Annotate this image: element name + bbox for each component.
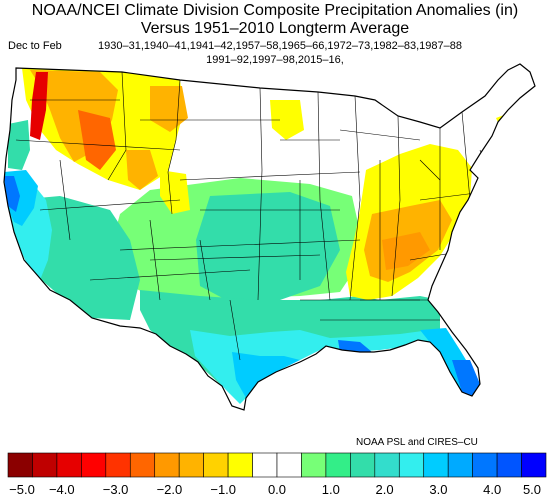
colorbar-swatch <box>105 452 131 478</box>
tennessee-core-dry-region <box>382 232 430 270</box>
division-boundary <box>89 269 251 281</box>
colorbar-swatch <box>350 452 376 478</box>
division-boundary <box>15 139 181 151</box>
idaho-dry-region <box>78 110 116 170</box>
division-boundary <box>317 91 331 301</box>
minnesota-dry-region <box>270 100 304 140</box>
colorbar-swatch <box>301 452 327 478</box>
division-boundary <box>419 159 441 181</box>
colorbar-swatch <box>32 452 58 478</box>
colorbar-tick-label: −5.0 <box>9 482 35 497</box>
data-credit: NOAA PSL and CIRES–CU <box>356 437 478 448</box>
map-title: NOAA/NCEI Climate Division Composite Pre… <box>31 2 519 19</box>
oregon-coast-wet-region <box>8 120 30 170</box>
colorbar-tick-label: −4.0 <box>49 482 75 497</box>
cascade-very-dry-region <box>30 72 48 140</box>
colorbar-tick-label: 4.0 <box>483 482 501 497</box>
colorbar-tick-label: 2.0 <box>376 482 394 497</box>
utah-dry-region <box>126 150 158 190</box>
division-boundary <box>391 115 401 297</box>
colorbar-swatch <box>227 452 253 478</box>
colorbar-tick-label: 3.0 <box>429 482 447 497</box>
colorbar-swatch <box>81 452 107 478</box>
colorbar-swatch <box>374 452 400 478</box>
colorbar-swatch <box>423 452 449 478</box>
composite-years-line2: 1991–92,1997–98,2015–16, <box>206 54 344 66</box>
florida-south-wet-region <box>452 360 480 396</box>
composite-years-line1: 1930–31,1940–41,1941–42,1957–58,1965–66,… <box>98 40 462 52</box>
season-label: Dec to Feb <box>8 40 62 52</box>
colorbar-swatch <box>203 452 229 478</box>
division-boundary <box>461 111 471 201</box>
division-boundary <box>229 299 241 361</box>
colorbar-swatch <box>178 452 204 478</box>
division-boundary <box>149 254 321 261</box>
colorbar-swatch <box>252 452 278 478</box>
colorbar-swatch <box>154 452 180 478</box>
us-precip-anomaly-map <box>3 63 536 411</box>
colorbar-tick-label: −1.0 <box>210 482 236 497</box>
colorbar-swatch <box>7 452 33 478</box>
colorbar-swatch <box>521 452 547 478</box>
texas-coast-wet-region <box>232 352 300 398</box>
colorbar-swatch <box>472 452 498 478</box>
division-boundary <box>119 239 361 251</box>
climate-division-boundaries <box>15 71 501 361</box>
colorbar-swatch <box>496 452 522 478</box>
colorbar-tick-label: 0.0 <box>268 482 286 497</box>
map-subtitle: Versus 1951–2010 Longterm Average <box>140 20 410 37</box>
division-boundary <box>349 95 361 301</box>
division-boundary <box>199 239 211 301</box>
colorbar-swatch <box>56 452 82 478</box>
division-boundary <box>167 79 181 215</box>
colorbar-tick-label: −3.0 <box>103 482 129 497</box>
colorbar-swatch <box>447 452 473 478</box>
colorbar-swatch <box>129 452 156 478</box>
colorbar-swatch <box>276 452 302 478</box>
colorbar-swatch <box>325 452 351 478</box>
colorbar-swatch <box>398 452 425 478</box>
division-boundary <box>179 171 361 181</box>
plains-wet-region <box>196 192 340 302</box>
colorbar-tick-label: −2.0 <box>157 482 183 497</box>
colorbar-tick-label: 5.0 <box>523 482 541 497</box>
wyoming-dry-region <box>160 170 190 214</box>
colorbar-tick-label: 1.0 <box>322 482 340 497</box>
division-boundary <box>107 71 127 181</box>
division-boundary <box>59 159 71 241</box>
division-boundary <box>39 199 181 211</box>
montana-dry-region <box>150 86 188 132</box>
division-boundary <box>339 129 421 141</box>
